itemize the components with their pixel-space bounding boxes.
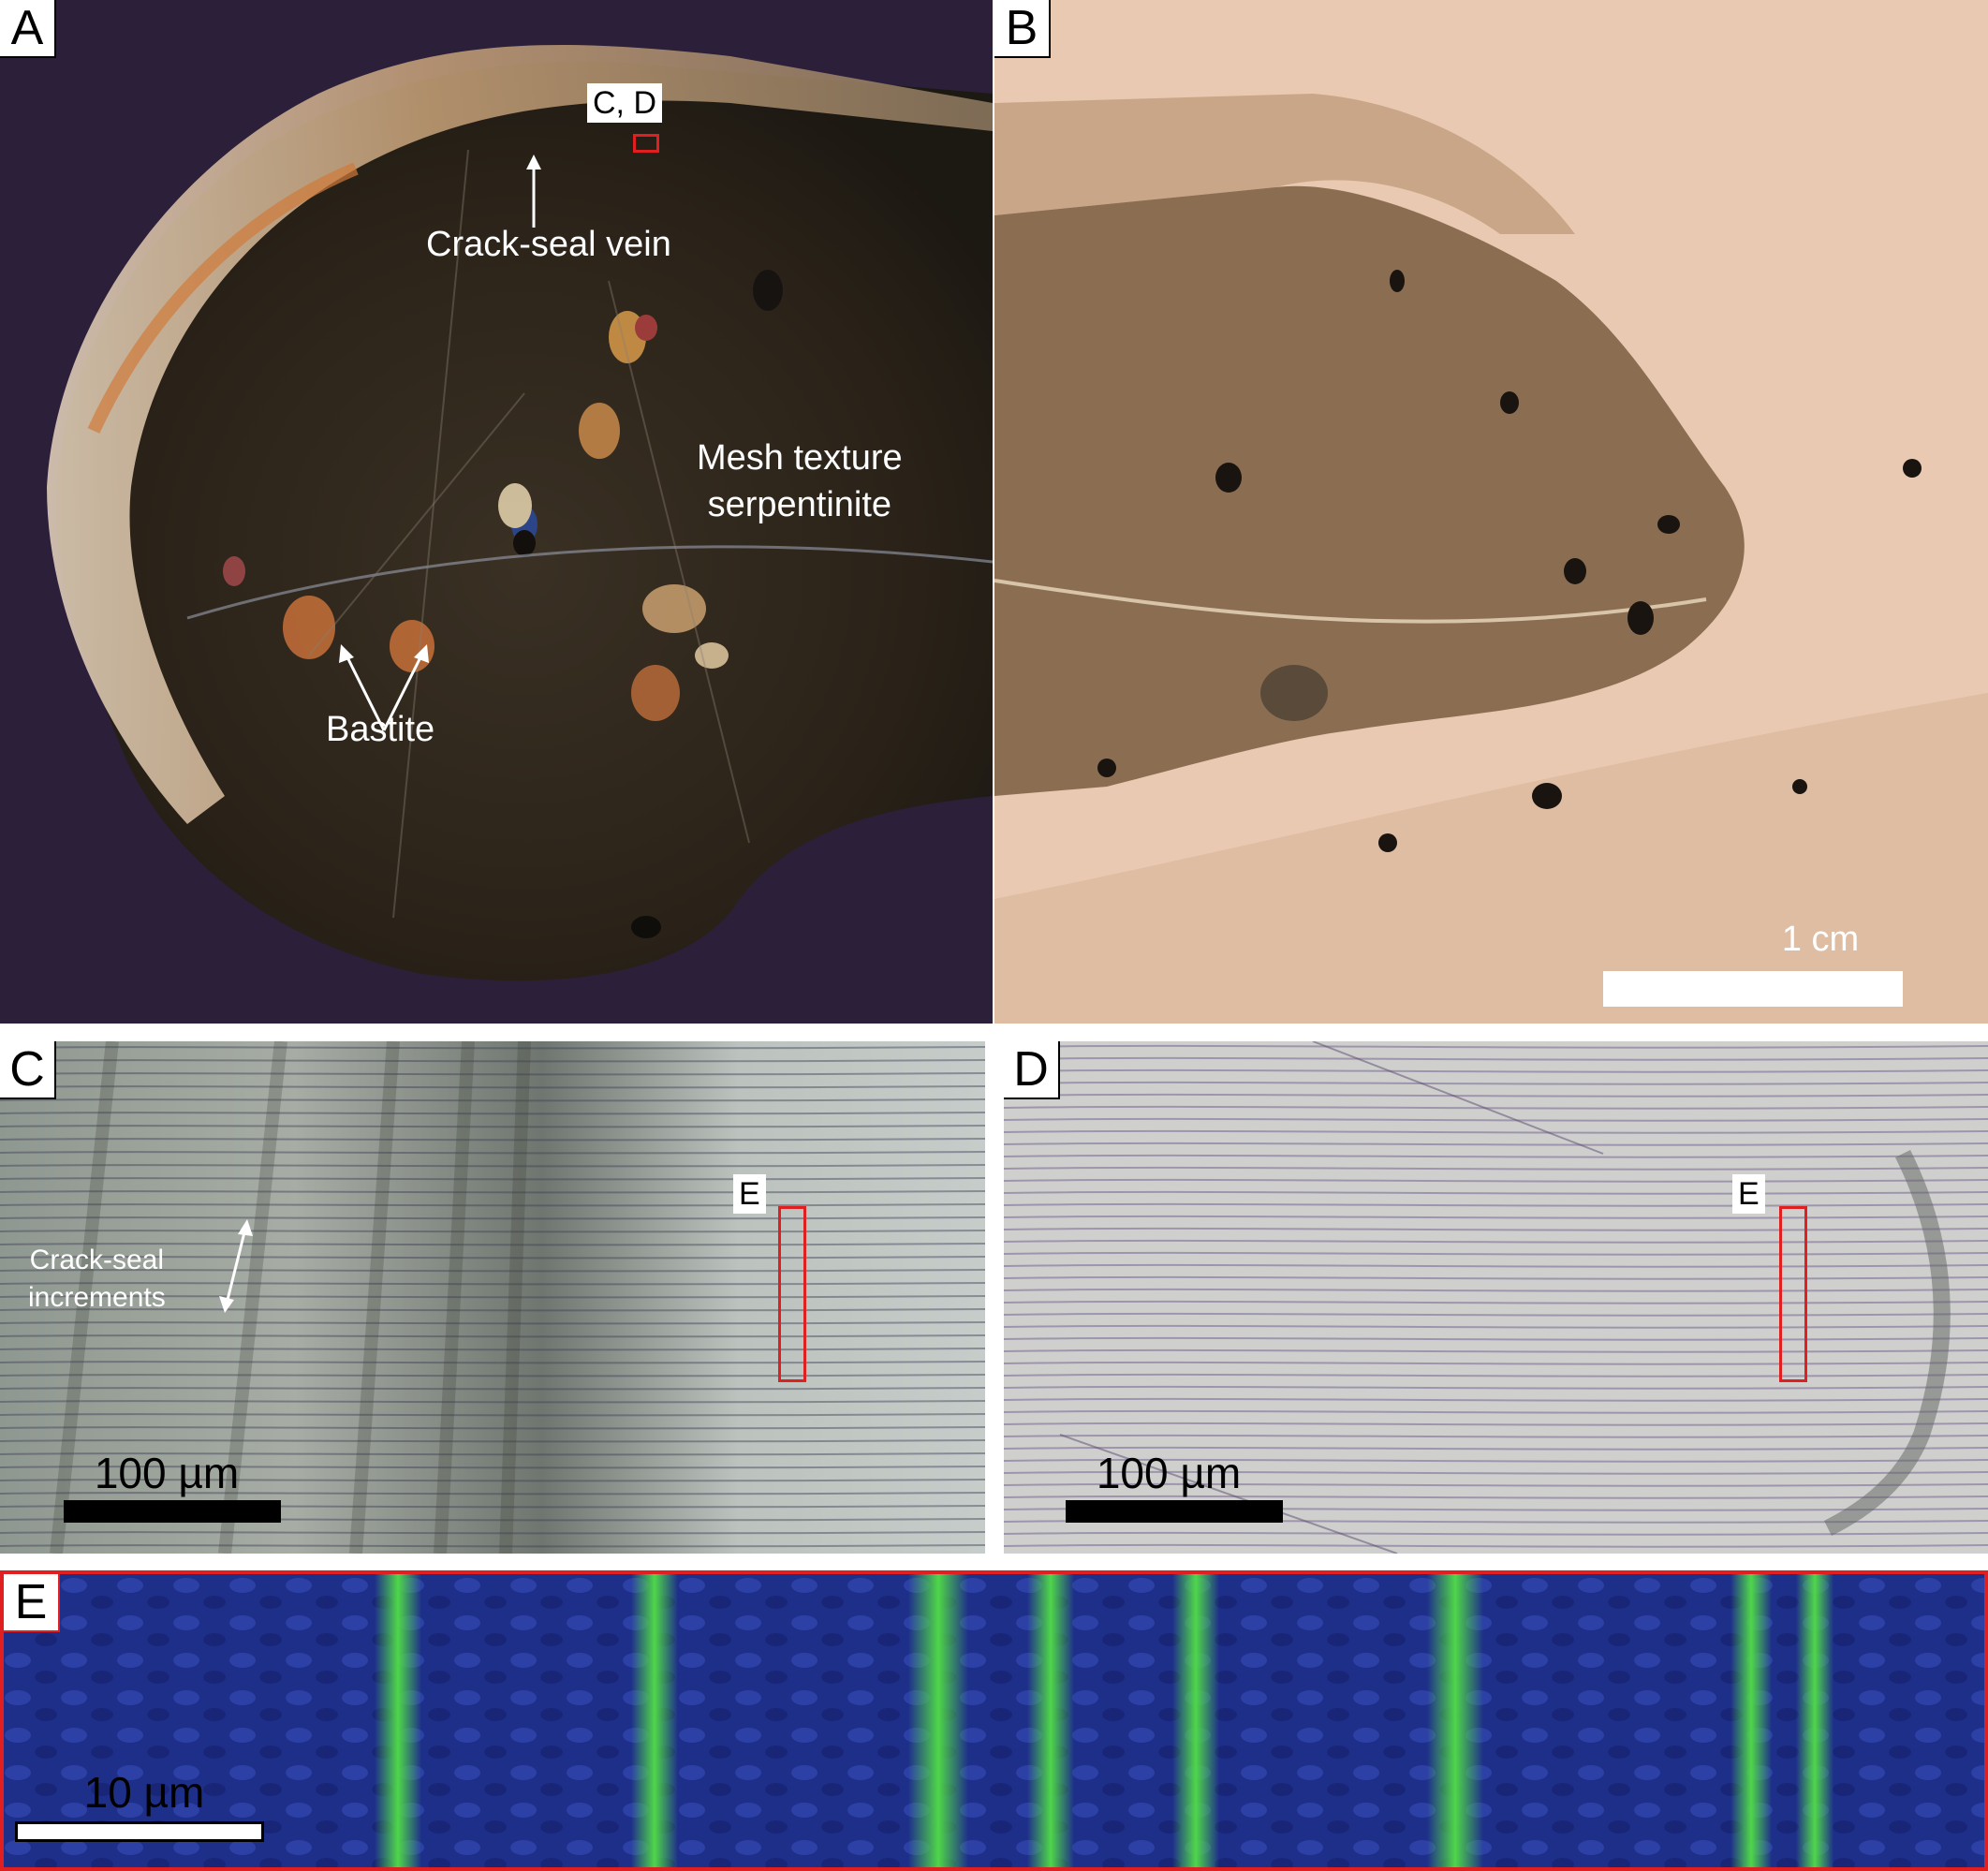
double-arrow-increments-icon <box>219 1219 253 1313</box>
region-box-c-d <box>633 134 659 153</box>
scale-bar-10um <box>15 1821 264 1842</box>
panel-c-letter: C <box>0 1041 56 1099</box>
panel-b-image <box>994 0 1988 1024</box>
scale-label-100um-c: 100 µm <box>94 1449 240 1497</box>
scale-label-100um-d: 100 µm <box>1096 1449 1242 1497</box>
scale-bar-100um-d <box>1066 1500 1283 1523</box>
label-crack-seal-vein: Crack-seal vein <box>426 225 671 264</box>
scale-label-10um: 10 µm <box>83 1768 205 1817</box>
arrow-vein-icon <box>526 155 541 228</box>
panel-b-letter: B <box>994 0 1051 58</box>
scale-bar-100um-c <box>64 1500 281 1523</box>
callout-e-c: E <box>733 1174 766 1214</box>
panel-e-letter: E <box>4 1574 60 1632</box>
panel-a: A C, D Crack-seal vein Mesh texture serp… <box>0 0 993 1024</box>
region-box-e-c <box>778 1206 806 1382</box>
callout-c-d: C, D <box>587 83 662 123</box>
label-crack-seal-increments: Crack-seal increments <box>28 1245 166 1313</box>
panel-a-image <box>0 0 993 1024</box>
panel-e: E 10 µm <box>0 1570 1988 1871</box>
arrows-bastite-icon <box>339 644 429 731</box>
panel-b: B 1 cm <box>994 0 1988 1024</box>
panel-d-letter: D <box>1004 1041 1060 1099</box>
label-mesh-texture: Mesh texture serpentinite <box>697 438 903 524</box>
panel-d-image <box>1004 1041 1988 1554</box>
label-bastite: Bastite <box>326 710 435 749</box>
callout-e-d: E <box>1732 1174 1765 1214</box>
panel-c: C E Crack-seal increments 100 µm <box>0 1041 985 1554</box>
panel-d: D E 100 µm <box>1004 1041 1988 1554</box>
scale-label-1cm: 1 cm <box>1781 920 1860 959</box>
region-box-e-d <box>1779 1206 1807 1382</box>
panel-a-letter: A <box>0 0 56 58</box>
panel-e-image <box>4 1574 1984 1867</box>
panel-c-image <box>0 1041 985 1554</box>
scale-bar-1cm <box>1603 971 1903 1007</box>
